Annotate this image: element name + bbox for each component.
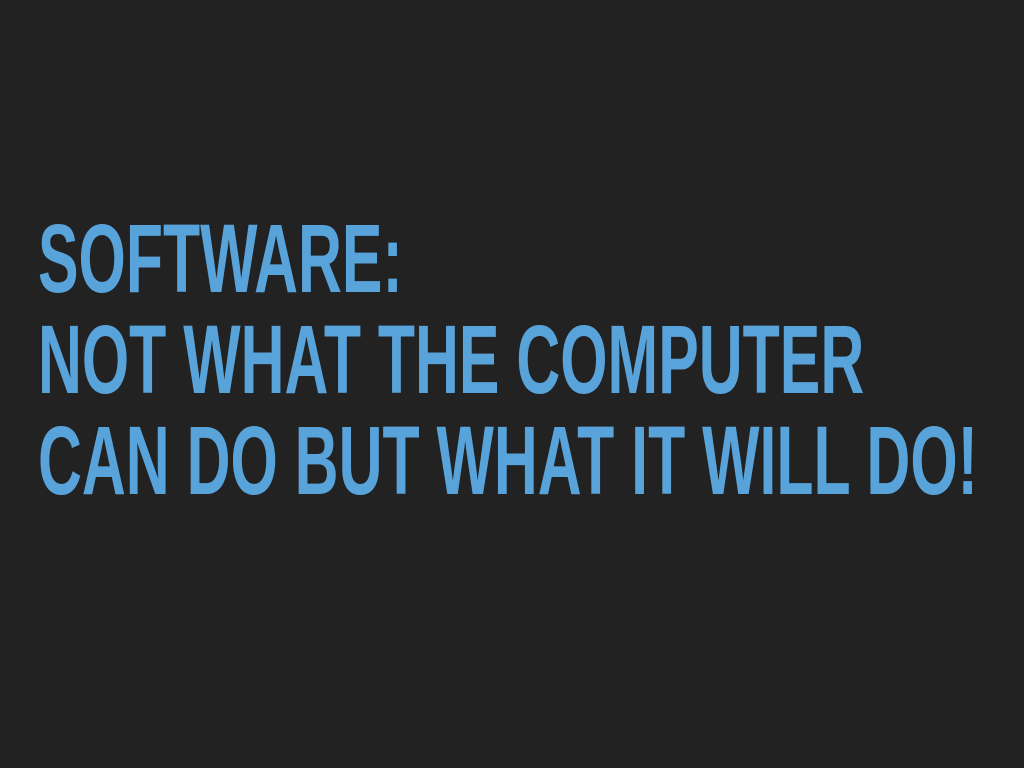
slide-line: NOT WHAT THE COMPUTER xyxy=(38,307,864,415)
slide-line: CAN DO BUT WHAT IT WILL DO! xyxy=(38,408,978,516)
slide-line: SOFTWARE: xyxy=(38,206,403,314)
